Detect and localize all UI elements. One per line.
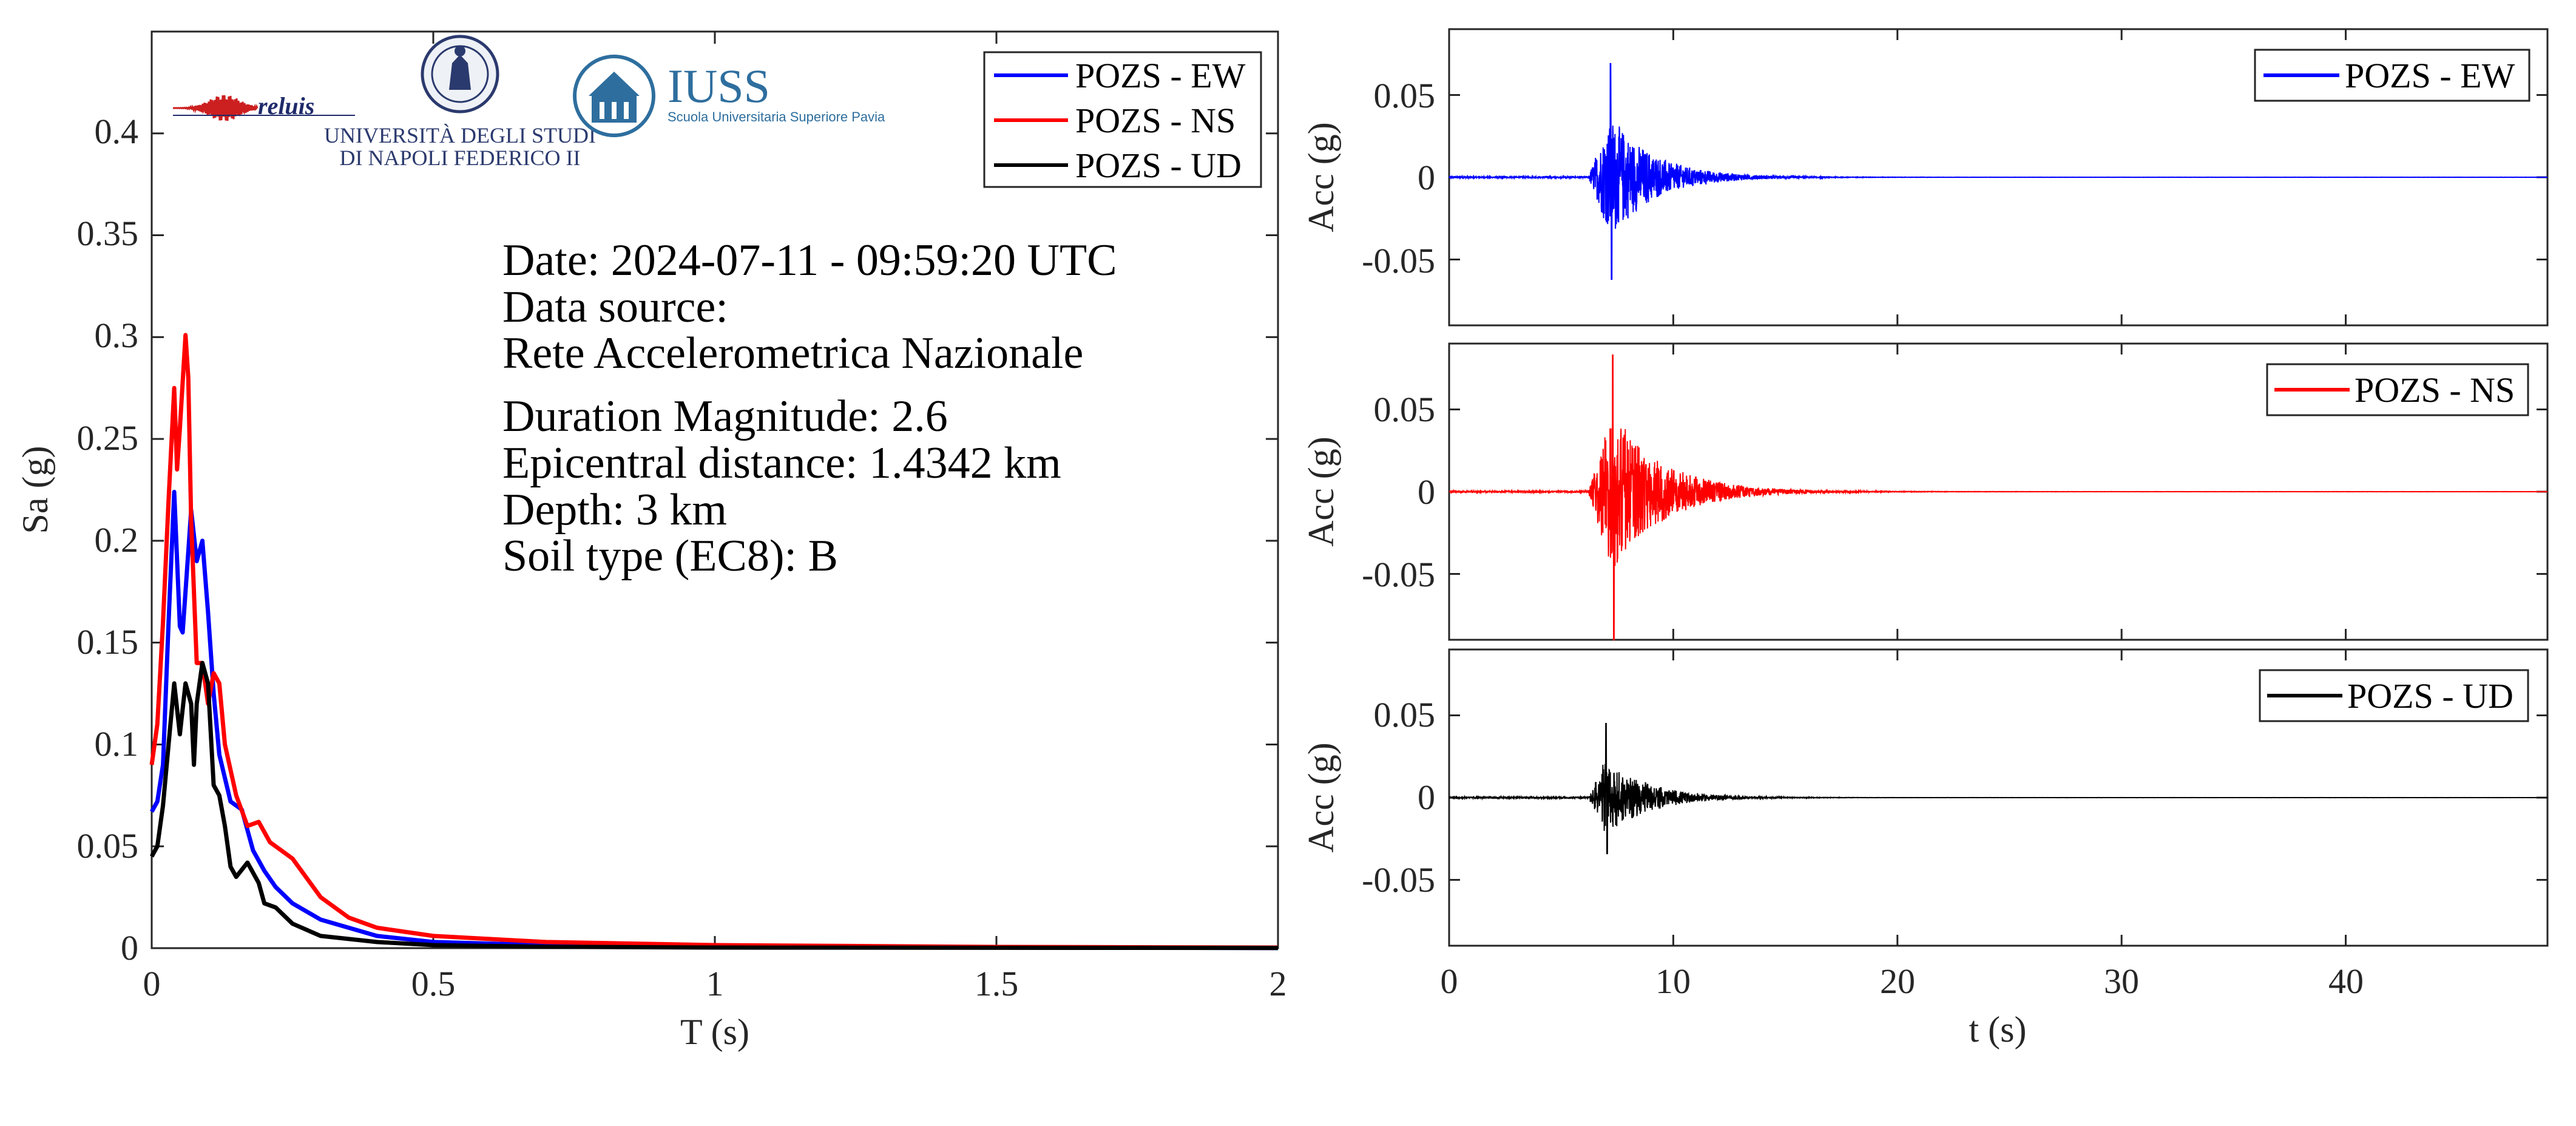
y-tick-label: 0.15 (77, 622, 139, 662)
svg-text:DI NAPOLI FEDERICO II: DI NAPOLI FEDERICO II (340, 146, 581, 170)
x-tick-label: 1.5 (975, 964, 1019, 1003)
ns-trace (1449, 354, 2548, 640)
ud-trace (1449, 723, 2548, 855)
x-tick-label: 30 (2104, 962, 2139, 1001)
soil-type: Soil type (EC8): B (502, 531, 838, 581)
accelerogram-panels: -0.05 0 0.05 Acc (g) POZS - EW -0.05 0 0… (1301, 28, 2549, 1050)
legend-label-ew: POZS - EW (2345, 56, 2515, 95)
spectrum-legend: POZS - EW POZS - NS POZS - UD (983, 51, 1262, 188)
legend-label-ud: POZS - UD (1075, 146, 1242, 185)
y-tick-label: 0.05 (1374, 76, 1436, 115)
spectrum-y-tick-labels: 0 0.05 0.1 0.15 0.2 0.25 0.3 0.35 0.4 (77, 112, 139, 968)
svg-text:UNIVERSITÀ DEGLI STUDI: UNIVERSITÀ DEGLI STUDI (324, 123, 596, 148)
y-tick-label: 0 (121, 928, 138, 968)
legend-label-ns: POZS - NS (2355, 370, 2515, 410)
y-tick-label: 0.1 (95, 724, 139, 764)
time-x-axis-label: t (s) (1969, 1009, 2027, 1050)
accelerogram-ud: -0.05 0 0.05 Acc (g) POZS - UD 0 10 20 3… (1301, 648, 2549, 1050)
ew-trace (1449, 63, 2547, 280)
spectrum-ticks (150, 32, 1279, 949)
legend-label-ns: POZS - NS (1075, 101, 1236, 140)
spectrum-series (149, 333, 1279, 951)
legend-label-ew: POZS - EW (1075, 56, 1246, 95)
y-tick-label: 0 (1418, 472, 1435, 512)
y-tick-label: 0.2 (95, 520, 139, 560)
ns-y-axis-label: Acc (g) (1301, 436, 1341, 547)
y-tick-label: 0.05 (1374, 390, 1436, 429)
ns-y-tick-labels: -0.05 0 0.05 (1362, 390, 1435, 594)
accelerogram-ns: -0.05 0 0.05 Acc (g) POZS - NS (1301, 342, 2549, 641)
unina-logo: UNIVERSITÀ DEGLI STUDI DI NAPOLI FEDERIC… (324, 35, 596, 170)
iuss-logo: IUSS Scuola Universitaria Superiore Pavi… (573, 55, 885, 137)
ud-y-axis-label: Acc (g) (1301, 742, 1341, 853)
y-tick-label: 0.25 (77, 418, 139, 458)
event-date: Date: 2024-07-11 - 09:59:20 UTC (502, 236, 1117, 285)
data-source: Rete Accelerometrica Nazionale (502, 328, 1083, 378)
epicentral-distance: Epicentral distance: 1.4342 km (502, 438, 1061, 488)
x-tick-label: 20 (1880, 962, 1915, 1001)
spectrum-line-ud (149, 660, 1279, 951)
x-tick-label: 1 (706, 964, 724, 1003)
spectrum-x-axis-label: T (s) (680, 1012, 749, 1052)
y-tick-label: -0.05 (1362, 860, 1435, 900)
depth: Depth: 3 km (502, 485, 727, 535)
ns-ticks (1448, 344, 2547, 640)
y-tick-label: 0.35 (77, 214, 139, 253)
reluis-logo: reluis (172, 92, 355, 121)
time-x-tick-labels: 0 10 20 30 40 (1441, 962, 2364, 1001)
ew-y-axis-label: Acc (g) (1301, 122, 1341, 232)
ud-y-tick-labels: -0.05 0 0.05 (1362, 695, 1435, 900)
duration-magnitude: Duration Magnitude: 2.6 (502, 392, 948, 441)
x-tick-label: 10 (1655, 962, 1691, 1001)
y-tick-label: 0.4 (95, 112, 139, 151)
y-tick-label: 0.05 (1374, 695, 1436, 734)
legend-label-ud: POZS - UD (2347, 676, 2513, 716)
spectrum-panel: 0 0.05 0.1 0.15 0.2 0.25 0.3 0.35 0.4 0 … (15, 30, 1287, 1052)
spectrum-x-tick-labels: 0 0.5 1 1.5 2 (143, 964, 1287, 1003)
x-tick-label: 40 (2328, 962, 2364, 1001)
x-tick-label: 0 (1441, 962, 1458, 1001)
data-source-label: Data source: (502, 282, 728, 332)
spectrum-line-ew (149, 489, 1279, 951)
y-tick-label: -0.05 (1362, 555, 1435, 594)
spectrum-line-ns (149, 333, 1279, 950)
y-tick-label: 0 (1418, 158, 1435, 197)
x-tick-label: 0 (143, 964, 161, 1003)
spectrum-y-axis-label: Sa (g) (15, 446, 55, 534)
y-tick-label: 0 (1418, 778, 1435, 817)
svg-text:Scuola Universitaria Superiore: Scuola Universitaria Superiore Pavia (668, 109, 885, 124)
y-tick-label: 0.3 (95, 316, 139, 355)
ew-y-tick-labels: -0.05 0 0.05 (1362, 76, 1435, 280)
x-tick-label: 0.5 (411, 964, 456, 1003)
accelerogram-ew: -0.05 0 0.05 Acc (g) POZS - EW (1301, 28, 2549, 327)
x-tick-label: 2 (1269, 964, 1287, 1003)
y-tick-label: 0.05 (77, 826, 139, 866)
svg-text:IUSS: IUSS (668, 59, 770, 112)
event-info: Date: 2024-07-11 - 09:59:20 UTC Data sou… (502, 236, 1117, 581)
y-tick-label: -0.05 (1362, 241, 1435, 280)
